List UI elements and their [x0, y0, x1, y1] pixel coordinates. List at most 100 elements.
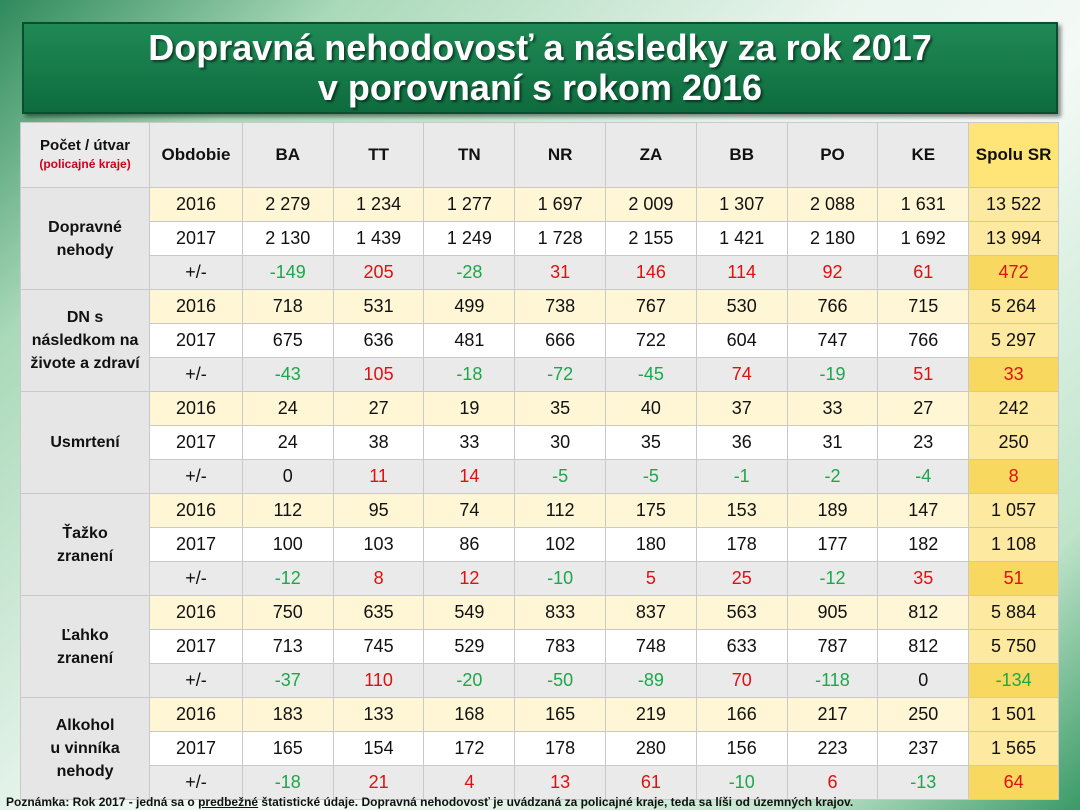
- diff-cell: -45: [605, 357, 697, 392]
- value-cell: 172: [423, 731, 516, 766]
- value-cell: 2 009: [605, 187, 697, 222]
- footnote-underlined: predbežné: [198, 795, 259, 809]
- total-cell: 5 884: [968, 595, 1059, 630]
- period-cell: +/-: [149, 765, 243, 800]
- value-cell: 635: [332, 595, 425, 630]
- group-label-line: Ľahko: [61, 626, 109, 644]
- value-cell: 837: [605, 595, 697, 630]
- footnote-prefix: Poznámka: Rok 2017 - jedná sa o: [6, 795, 199, 809]
- group-label: Ťažko zranení: [19, 493, 151, 596]
- header-region: TT: [332, 122, 425, 188]
- value-cell: 1 277: [423, 187, 516, 222]
- table-row: 2017 24 38 33 30 35 36 31 23 250: [21, 425, 1059, 460]
- total-cell: 1 501: [968, 697, 1059, 732]
- diff-cell: 114: [695, 255, 788, 290]
- value-cell: 154: [332, 731, 425, 766]
- value-cell: 37: [695, 391, 788, 426]
- header-period: Obdobie: [149, 122, 243, 188]
- value-cell: 31: [786, 425, 879, 460]
- header-unit-sub: (policajné kraje): [39, 157, 131, 171]
- value-cell: 237: [877, 731, 970, 766]
- diff-cell: 21: [332, 765, 425, 800]
- group-label-line: nehody: [56, 241, 114, 259]
- value-cell: 177: [786, 527, 879, 562]
- table-row: +/- -18 21 4 13 61 -10 6 -13 64: [21, 765, 1059, 800]
- period-cell: 2016: [149, 595, 243, 630]
- diff-cell: -72: [514, 357, 607, 392]
- value-cell: 33: [786, 391, 879, 426]
- diff-cell: 6: [786, 765, 879, 800]
- diff-cell: 146: [605, 255, 697, 290]
- value-cell: 529: [423, 629, 516, 664]
- diff-cell: 74: [695, 357, 788, 392]
- value-cell: 833: [514, 595, 607, 630]
- value-cell: 563: [695, 595, 788, 630]
- value-cell: 95: [332, 493, 425, 528]
- statistics-table: Počet / útvar (policajné kraje) Obdobie …: [19, 122, 1059, 800]
- value-cell: 86: [423, 527, 516, 562]
- value-cell: 750: [241, 595, 334, 630]
- total-cell: -134: [968, 663, 1059, 698]
- header-region: PO: [786, 122, 879, 188]
- diff-cell: 25: [695, 561, 788, 596]
- value-cell: 812: [877, 629, 970, 664]
- value-cell: 280: [605, 731, 697, 766]
- value-cell: 102: [514, 527, 607, 562]
- total-cell: 1 565: [968, 731, 1059, 766]
- diff-cell: 61: [877, 255, 970, 290]
- diff-cell: -37: [241, 663, 334, 698]
- table-row: 2017 713 745 529 783 748 633 787 812 5 750: [21, 629, 1059, 664]
- total-cell: 13 522: [968, 187, 1059, 222]
- value-cell: 481: [423, 323, 516, 358]
- value-cell: 666: [514, 323, 607, 358]
- value-cell: 2 130: [241, 221, 334, 256]
- value-cell: 787: [786, 629, 879, 664]
- header-region: ZA: [605, 122, 697, 188]
- group-label-line: u vinníka: [50, 740, 120, 757]
- diff-cell: -50: [514, 663, 607, 698]
- table-row: 2017 2 130 1 439 1 249 1 728 2 155 1 421 2 180 1…: [21, 221, 1059, 256]
- diff-cell: -18: [423, 357, 516, 392]
- header-total: Spolu SR: [968, 122, 1059, 188]
- table-row: 2017 675 636 481 666 722 604 747 766 5 297: [21, 323, 1059, 358]
- value-cell: 633: [695, 629, 788, 664]
- diff-cell: -2: [786, 459, 879, 494]
- period-cell: 2017: [149, 221, 243, 256]
- value-cell: 100: [241, 527, 334, 562]
- diff-cell: -10: [514, 561, 607, 596]
- diff-cell: -13: [877, 765, 970, 800]
- value-cell: 2 180: [786, 221, 879, 256]
- diff-cell: -28: [423, 255, 516, 290]
- diff-cell: -19: [786, 357, 879, 392]
- value-cell: 165: [241, 731, 334, 766]
- page-title: Dopravná nehodovosť a následky za rok 20…: [148, 27, 932, 68]
- header-region: BB: [695, 122, 788, 188]
- diff-cell: 11: [332, 459, 425, 494]
- value-cell: 19: [423, 391, 516, 426]
- value-cell: 112: [514, 493, 607, 528]
- table-row: Ľahko zranení 2016 750 635 549 833 837 563 905 812…: [19, 595, 1059, 698]
- table-row: Dopravné nehody 2016 2 279 1 234 1 277 1 697 2 …: [19, 187, 1059, 290]
- diff-cell: -1: [695, 459, 788, 494]
- diff-cell: -10: [695, 765, 788, 800]
- group-label: Dopravné nehody: [19, 187, 151, 290]
- diff-cell: -4: [877, 459, 970, 494]
- diff-cell: -149: [241, 255, 334, 290]
- total-cell: 1 108: [968, 527, 1059, 562]
- value-cell: 217: [786, 697, 879, 732]
- value-cell: 604: [695, 323, 788, 358]
- value-cell: 156: [695, 731, 788, 766]
- value-cell: 74: [423, 493, 516, 528]
- footnote: Poznámka: Rok 2017 - jedná sa o predbežn…: [6, 795, 853, 809]
- table-row: 2017 100 103 86 102 180 178 177 182 1 108: [21, 527, 1059, 562]
- value-cell: 2 155: [605, 221, 697, 256]
- total-cell: 242: [968, 391, 1059, 426]
- table-row: Ťažko zranení 2016 112 95 74 112 175 153 189 147 1 …: [19, 493, 1059, 596]
- value-cell: 165: [514, 697, 607, 732]
- diff-cell: -5: [514, 459, 607, 494]
- total-cell: 5 297: [968, 323, 1059, 358]
- value-cell: 27: [877, 391, 970, 426]
- diff-cell: -12: [786, 561, 879, 596]
- header-unit: Počet / útvar (policajné kraje): [19, 122, 151, 188]
- period-cell: +/-: [149, 561, 243, 596]
